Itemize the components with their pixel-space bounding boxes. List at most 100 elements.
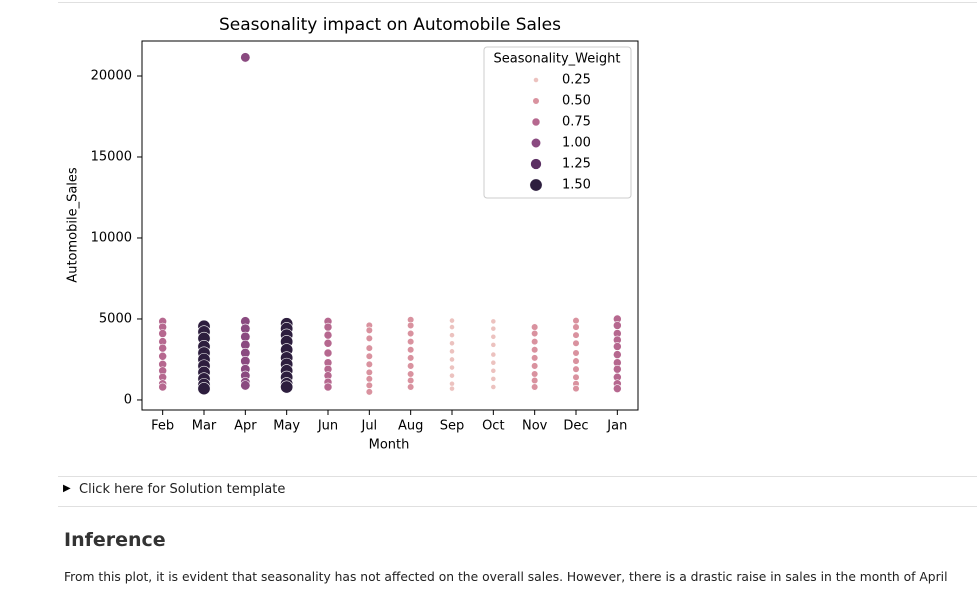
scatter-point xyxy=(407,346,415,354)
scatter-point xyxy=(323,338,333,348)
legend-marker xyxy=(531,117,541,127)
scatter-point xyxy=(612,350,622,359)
scatter-point xyxy=(407,321,415,330)
scatter-point xyxy=(572,323,580,331)
scatter-point xyxy=(490,384,497,390)
scatter-point xyxy=(158,382,168,392)
y-tick-label: 20000 xyxy=(91,68,132,83)
axes-frame xyxy=(141,40,639,411)
y-tick-label: 10000 xyxy=(91,230,132,245)
scatter-point xyxy=(572,316,580,325)
scatter-point xyxy=(449,332,455,339)
x-tick-label: Mar xyxy=(192,419,217,434)
y-axis-label: Automobile_Sales xyxy=(66,167,81,283)
details-toggle-icon[interactable]: ▶ xyxy=(63,483,71,494)
y-tick-label: 5000 xyxy=(99,311,132,326)
x-tick-label: Jul xyxy=(360,419,377,434)
legend-label: 1.25 xyxy=(562,157,591,172)
legend-label: 0.25 xyxy=(562,73,591,88)
x-axis-label: Month xyxy=(369,438,410,453)
scatter-point xyxy=(490,359,497,366)
scatter-point xyxy=(158,329,168,338)
scatter-point xyxy=(158,351,168,361)
scatter-point xyxy=(280,380,294,394)
legend-marker xyxy=(533,77,539,83)
scatter-point xyxy=(531,329,539,338)
x-tick-label: Apr xyxy=(234,419,257,434)
scatter-point xyxy=(572,339,580,347)
plot-area xyxy=(158,52,622,396)
scatter-point xyxy=(449,380,455,387)
scatter-point xyxy=(612,384,622,393)
y-tick-label: 0 xyxy=(124,392,132,407)
scatter-point xyxy=(490,325,497,332)
scatter-point xyxy=(158,343,168,353)
scatter-point xyxy=(490,333,497,340)
scatter-point xyxy=(612,342,622,351)
scatter-point xyxy=(531,370,539,378)
scatter-point xyxy=(449,385,455,392)
scatter-point xyxy=(365,360,373,368)
scatter-point xyxy=(365,344,373,352)
legend-title: Seasonality_Weight xyxy=(494,52,621,67)
scatter-point xyxy=(365,352,373,360)
scatter-point xyxy=(449,317,455,324)
details-summary[interactable]: Click here for Solution template xyxy=(79,482,286,497)
scatter-point xyxy=(240,52,251,63)
scatter-point xyxy=(323,382,333,392)
scatter-point xyxy=(197,382,211,396)
scatter-point xyxy=(531,346,539,354)
scatter-point xyxy=(531,383,539,391)
scatter-point xyxy=(612,364,622,374)
scatter-point xyxy=(365,381,373,389)
legend-label: 1.50 xyxy=(562,178,591,193)
scatter-point xyxy=(490,341,497,348)
cell-top-border xyxy=(58,0,977,3)
scatter-point xyxy=(449,348,455,355)
scatter-point xyxy=(449,372,455,379)
scatter-point xyxy=(323,330,333,340)
legend-label: 0.75 xyxy=(562,115,591,130)
scatter-point xyxy=(449,364,455,371)
scatter-point xyxy=(407,383,415,391)
y-tick-label: 15000 xyxy=(91,149,132,164)
scatter-point xyxy=(612,321,622,330)
x-tick-label: Aug xyxy=(398,419,423,434)
scatter-point xyxy=(407,370,415,378)
scatter-point xyxy=(490,367,497,374)
scatter-point xyxy=(572,357,580,365)
legend-marker xyxy=(530,137,542,149)
scatter-point xyxy=(365,326,373,334)
chart: Seasonality impact on Automobile Sales M… xyxy=(66,15,639,453)
scatter-point xyxy=(572,384,580,393)
scatter-point xyxy=(572,331,580,339)
legend-label: 1.00 xyxy=(562,136,591,151)
scatter-point xyxy=(407,338,415,346)
scatter-point xyxy=(365,368,373,377)
details-box[interactable]: ▶ Click here for Solution template xyxy=(58,476,977,507)
x-tick-label: Jun xyxy=(317,419,338,434)
legend-box xyxy=(483,46,632,199)
scatter-point xyxy=(531,354,539,362)
chart-title: Seasonality impact on Automobile Sales xyxy=(219,15,561,35)
inference-text: From this plot, it is evident that seaso… xyxy=(64,570,948,584)
scatter-point xyxy=(449,356,455,363)
scatter-point xyxy=(490,318,497,325)
x-tick-label: Jan xyxy=(606,419,627,434)
scatter-point xyxy=(407,329,415,338)
scatter-point xyxy=(572,349,580,357)
scatter-point xyxy=(365,334,373,343)
scatter-point xyxy=(572,365,580,373)
scatter-point xyxy=(531,376,539,385)
scatter-point xyxy=(490,375,497,382)
x-tick-label: Nov xyxy=(522,419,548,434)
x-tick-label: May xyxy=(273,419,300,434)
scatter-point xyxy=(323,322,333,332)
x-tick-label: Oct xyxy=(482,419,504,434)
legend-marker xyxy=(530,158,542,170)
x-tick-label: Dec xyxy=(563,419,588,434)
scatter-point xyxy=(240,380,251,391)
scatter-point xyxy=(572,373,580,381)
x-tick-label: Sep xyxy=(440,419,465,434)
